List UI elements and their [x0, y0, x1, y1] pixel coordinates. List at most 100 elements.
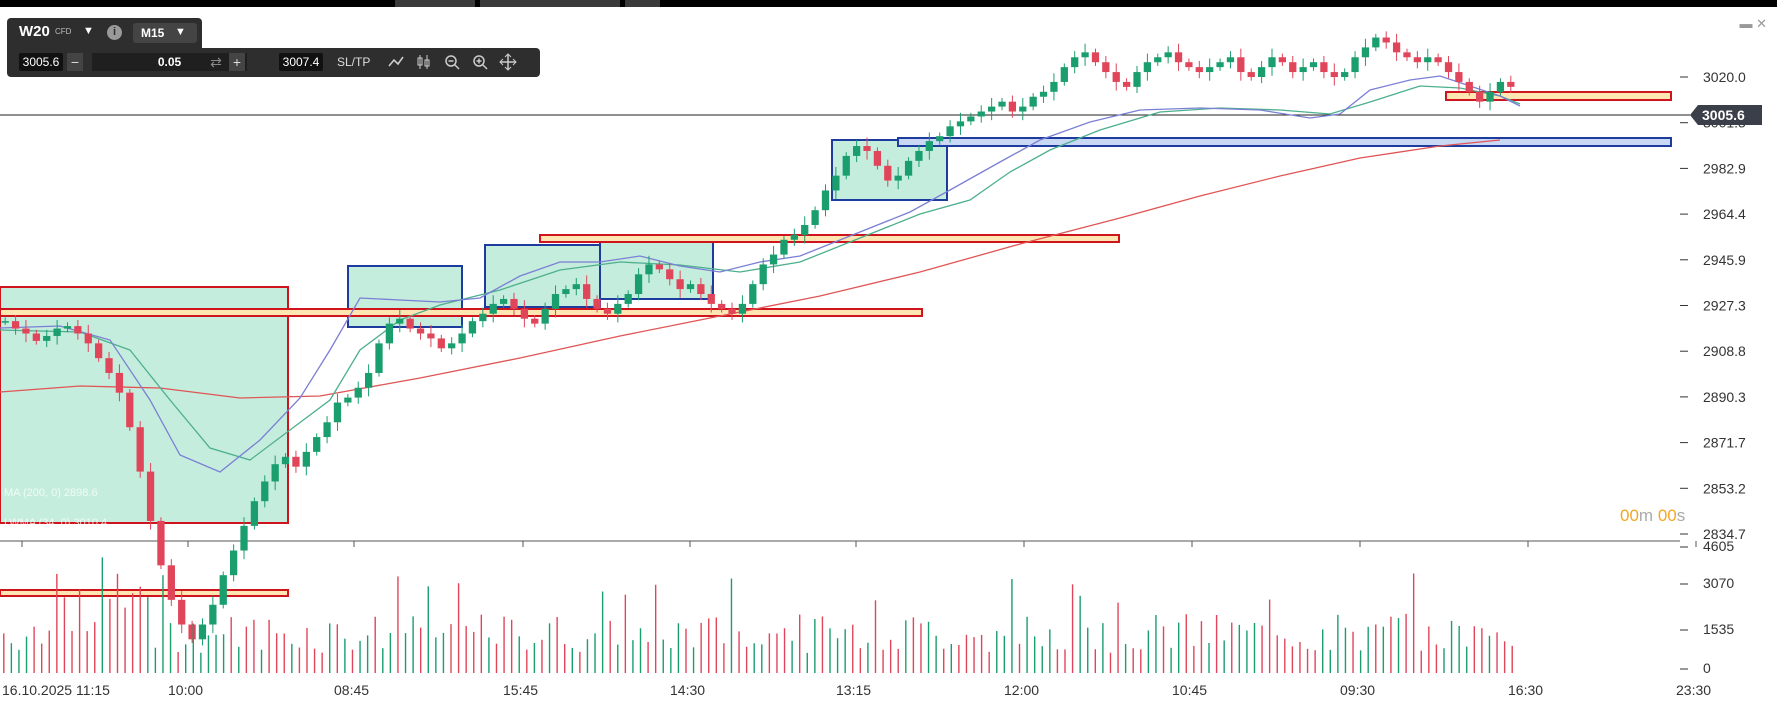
candle-body: [510, 298, 518, 309]
candle-body: [1216, 62, 1224, 68]
candle-body: [344, 397, 352, 403]
candle-body: [1164, 52, 1172, 58]
candle-body: [520, 308, 529, 319]
candle-body: [240, 525, 248, 551]
candle-body: [1133, 72, 1141, 87]
candle-body: [634, 274, 643, 295]
candle-body: [1195, 67, 1203, 73]
time-tick-label: 16:30: [1508, 682, 1543, 698]
close-icon[interactable]: ✕: [1756, 16, 1767, 31]
top-strip-segment: [625, 0, 660, 7]
price-tick-label: 2853.2: [1703, 480, 1746, 496]
time-tick-label: 16.10.2025 11:15: [2, 682, 110, 698]
ask-price[interactable]: 3007.4: [279, 53, 323, 71]
symbol-tab[interactable]: W20 CFD ▼ i M15 ▼: [7, 18, 202, 48]
timer-seconds: 00: [1657, 506, 1677, 525]
candle-body: [375, 343, 383, 373]
candle-body: [1444, 62, 1453, 73]
candle-body: [1330, 72, 1338, 77]
candle-body: [84, 333, 92, 344]
zoom-in-icon[interactable]: [471, 53, 489, 71]
candle-body: [302, 451, 310, 467]
candle-body: [728, 308, 736, 314]
price-tick-label: 3020.0: [1703, 69, 1746, 85]
candle-body: [1361, 47, 1370, 58]
time-tick-label: 10:45: [1172, 682, 1207, 698]
candle-body: [468, 321, 477, 334]
candle-body: [821, 190, 830, 211]
swap-icon[interactable]: ⇄: [210, 54, 222, 70]
candle-body: [853, 146, 861, 156]
caret-down-icon[interactable]: ▼: [83, 25, 94, 37]
candle-body: [1465, 81, 1473, 92]
candle-body: [904, 160, 913, 176]
sltp-button[interactable]: SL/TP: [337, 55, 371, 69]
window-buttons: ▬ ✕: [1739, 16, 1767, 32]
timeframe-select[interactable]: M15 ▼: [133, 23, 197, 43]
candle-body: [1019, 106, 1027, 112]
time-tick-label: 08:45: [334, 682, 369, 698]
candle-body: [1309, 62, 1318, 68]
bid-price[interactable]: 3005.6: [19, 53, 63, 71]
line-chart-icon[interactable]: [387, 53, 405, 71]
candle-body: [1112, 72, 1120, 82]
candle-body: [1299, 67, 1307, 73]
resistance-level: [539, 234, 1120, 243]
candle-body: [1071, 57, 1079, 68]
volume-plus-button[interactable]: +: [229, 53, 245, 71]
candle-body: [1060, 67, 1068, 82]
candle-body: [738, 303, 747, 314]
candle-body: [977, 111, 985, 117]
minimize-icon[interactable]: ▬: [1739, 16, 1753, 31]
candles-icon[interactable]: [415, 53, 433, 71]
caret-down-icon: ▼: [175, 26, 186, 38]
price-tick-label: 2945.9: [1703, 252, 1746, 268]
candle-body: [1039, 91, 1048, 97]
candle-body: [323, 422, 331, 438]
candle-body: [427, 333, 435, 339]
price-tick-label: 2964.4: [1703, 206, 1746, 222]
candle-body: [1237, 57, 1245, 73]
candle-body: [562, 289, 570, 295]
time-tick-label: 14:30: [670, 682, 705, 698]
candle-body: [697, 284, 705, 295]
candle-body: [603, 308, 612, 314]
price-tick-label: 2890.3: [1703, 389, 1746, 405]
ema-mid-line: [0, 85, 1521, 461]
zoom-out-icon[interactable]: [443, 53, 461, 71]
candle-body: [1424, 57, 1432, 63]
symbol-name[interactable]: W20: [19, 23, 50, 40]
candle-body: [126, 392, 134, 428]
ema-fast-line: [0, 75, 1521, 473]
trade-panel: W20 CFD ▼ i M15 ▼ 3005.6 − 0.05 ⇄ + 3007…: [7, 18, 540, 77]
candle-body: [1351, 57, 1359, 73]
candle-body: [1143, 62, 1152, 73]
candle-timer: 00m 00s: [1620, 506, 1685, 526]
timer-seconds-unit: s: [1676, 506, 1686, 525]
price-tick-label: 2871.7: [1703, 435, 1746, 451]
candle-body: [1320, 62, 1328, 73]
crosshair-icon[interactable]: [499, 53, 517, 71]
candle-body: [1372, 37, 1380, 48]
info-icon[interactable]: i: [107, 25, 122, 40]
candle-body: [749, 284, 757, 304]
current-price-label: 3005.6: [1702, 107, 1745, 123]
timer-minutes-unit: m: [1638, 506, 1654, 525]
candle-body: [655, 264, 663, 270]
candle-body: [396, 318, 404, 324]
indicator-legend: LWMA (34, 0) 3010.4: [4, 517, 107, 529]
candle-body: [479, 313, 487, 322]
volume-input[interactable]: 0.05: [92, 53, 247, 71]
candle-body: [1289, 62, 1297, 73]
price-tick-label: 2927.3: [1703, 298, 1746, 314]
candle-body: [364, 372, 373, 388]
volume-minus-button[interactable]: −: [67, 53, 83, 71]
candle-body: [95, 343, 103, 359]
time-tick-label: 23:30: [1676, 682, 1711, 698]
candle-body: [354, 387, 362, 398]
candle-body: [593, 298, 601, 309]
price-tick-label: 2982.9: [1703, 160, 1746, 176]
candle-body: [74, 326, 82, 334]
candle-body: [842, 155, 850, 176]
